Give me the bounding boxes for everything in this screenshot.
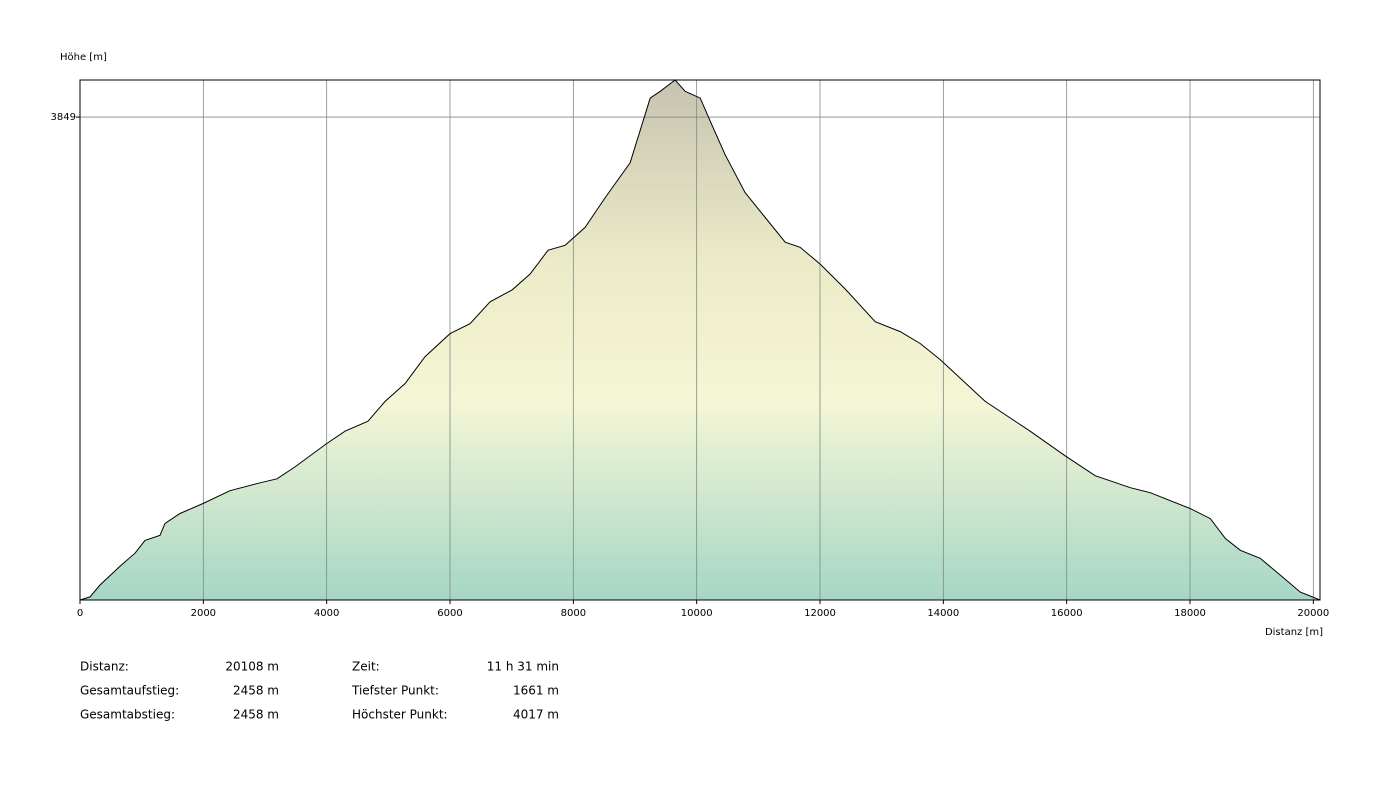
stat-value: 20108 m — [225, 660, 279, 674]
stat-value: 2458 m — [233, 684, 279, 698]
x-axis-label: Distanz [m] — [1265, 627, 1323, 638]
stat-label: Gesamtaufstieg: — [80, 684, 179, 698]
stat-label: Zeit: — [352, 660, 380, 674]
area-fill — [80, 80, 1320, 600]
x-tick-label: 18000 — [1174, 608, 1206, 619]
x-tick-label: 6000 — [437, 608, 462, 619]
x-tick-label: 8000 — [561, 608, 586, 619]
x-tick-label: 0 — [77, 608, 83, 619]
stat-value: 4017 m — [513, 708, 559, 722]
plot-frame — [79, 79, 1321, 601]
x-tick-label: 14000 — [927, 608, 959, 619]
x-tick-label: 20000 — [1297, 608, 1329, 619]
y-tick-label: 3849 — [51, 112, 76, 123]
x-tick-label: 10000 — [681, 608, 713, 619]
stat-label: Höchster Punkt: — [352, 708, 448, 722]
profile-line — [79, 79, 1321, 601]
stat-label: Gesamtabstieg: — [80, 708, 175, 722]
stat-label: Tiefster Punkt: — [351, 684, 439, 698]
x-tick-label: 12000 — [804, 608, 836, 619]
stat-value: 1661 m — [513, 684, 559, 698]
y-axis-label: Höhe [m] — [60, 52, 107, 63]
stat-label: Distanz: — [80, 660, 129, 674]
x-tick-label: 4000 — [314, 608, 339, 619]
x-tick-label: 2000 — [191, 608, 216, 619]
stat-value: 11 h 31 min — [487, 660, 559, 674]
stat-value: 2458 m — [233, 708, 279, 722]
x-tick-label: 16000 — [1051, 608, 1083, 619]
